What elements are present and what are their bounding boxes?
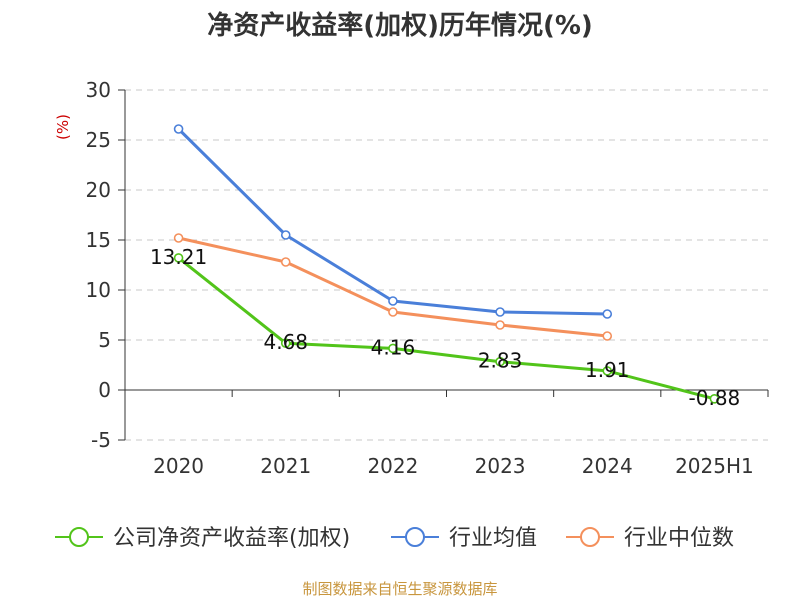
legend: 公司净资产收益率(加权) 行业均值 行业中位数: [55, 526, 734, 551]
x-tick-label: 2020: [153, 454, 204, 478]
series-line: [178, 236, 608, 338]
data-point: [173, 253, 184, 263]
y-tick-label: 10: [86, 278, 111, 302]
data-point: [495, 320, 505, 330]
x-tick-label: 2021: [260, 454, 311, 478]
y-tick-labels: -5 0 5 10 15 20 25 30: [86, 78, 111, 452]
x-tick-label: 2024: [582, 454, 633, 478]
data-point: [388, 343, 398, 354]
data-label: -0.88: [689, 386, 741, 410]
y-axis-label: (%): [54, 114, 72, 140]
y-tick-label: 15: [86, 228, 111, 252]
legend-label: 行业中位数: [624, 526, 734, 551]
y-tick-label: 0: [98, 378, 111, 402]
series-line: [177, 127, 608, 316]
data-point: [280, 230, 291, 240]
x-tick-label: 2023: [475, 454, 526, 478]
y-tick-label: 30: [86, 78, 111, 102]
source-note: 制图数据来自恒生聚源数据库: [302, 580, 497, 598]
data-point: [173, 124, 184, 134]
data-point: [602, 366, 613, 376]
legend-label: 公司净资产收益率(加权): [113, 526, 350, 551]
chart-title: 净资产收益率(加权)历年情况(%): [207, 10, 593, 41]
data-label: 4.16: [371, 335, 416, 359]
x-tick-label: 2022: [367, 454, 418, 478]
data-label: 4.68: [263, 330, 308, 354]
axes: [118, 89, 769, 441]
data-point: [602, 331, 613, 341]
x-tick-label: 2025H1: [675, 454, 754, 478]
data-point: [280, 257, 291, 267]
x-tick-labels: 2020 2021 2022 2023 2024 2025H1: [153, 454, 754, 478]
data-point: [388, 307, 398, 317]
data-point: [388, 296, 398, 306]
data-point: [495, 356, 505, 367]
legend-label: 行业均值: [449, 526, 537, 551]
legend-marker: [69, 527, 89, 547]
data-point: [495, 307, 505, 317]
data-point: [602, 309, 613, 319]
series-line: [177, 256, 715, 401]
series-group: [173, 124, 720, 404]
data-labels: 13.21 4.68 4.16 2.83 1.91 -0.88: [150, 245, 740, 410]
data-label: 2.83: [478, 349, 523, 373]
data-point: [280, 338, 291, 349]
legend-marker: [580, 527, 600, 547]
y-tick-label: 5: [98, 328, 111, 352]
grid-lines: [125, 89, 768, 441]
y-tick-label: 20: [86, 178, 111, 202]
data-point: [173, 233, 184, 243]
y-tick-label: -5: [91, 428, 111, 452]
data-point: [709, 393, 720, 404]
data-label: 1.91: [585, 358, 630, 382]
data-label: 13.21: [150, 245, 207, 269]
y-tick-label: 25: [86, 128, 111, 152]
legend-marker: [405, 527, 425, 547]
